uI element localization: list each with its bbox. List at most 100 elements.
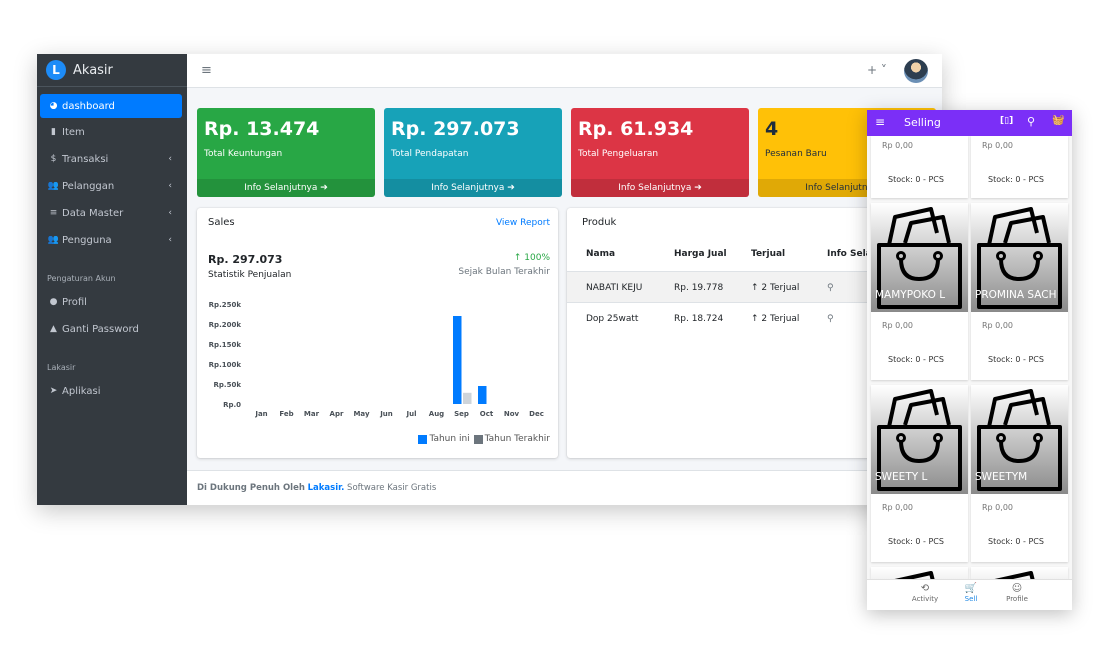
product-stock: Stock: 0 - PCS <box>888 175 944 184</box>
nav-label: Activity <box>911 595 939 603</box>
brand-logo: L <box>46 60 66 80</box>
product-price: Rp 0,00 <box>882 503 913 512</box>
sales-title: Sales <box>208 217 235 228</box>
footer-brand-link[interactable]: Lakasir. <box>307 483 345 493</box>
sidebar-item-label: Profil <box>62 296 87 308</box>
sidebar-item-ganti-password[interactable]: ▲ Ganti Password <box>40 317 182 341</box>
table-header: Nama Harga Jual Terjual Info Selan <box>567 236 942 271</box>
barcode-icon[interactable]: [▯] <box>1000 116 1014 126</box>
search-icon[interactable]: ⚲ <box>827 282 834 293</box>
mobile-bottom-nav: ⟲ Activity 🛒 Sell ☺ Profile <box>867 579 1072 610</box>
stat-value: 4 <box>765 118 779 140</box>
search-icon[interactable]: ⚲ <box>827 313 834 324</box>
stat-label: Total Keuntungan <box>204 149 283 159</box>
product-card[interactable]: PROMINA SACH Rp 0,00 Stock: 0 - PCS <box>971 203 1068 380</box>
sales-growth: ↑ 100% <box>513 253 550 263</box>
hamburger-icon[interactable]: ≡ <box>201 63 212 78</box>
stat-value: Rp. 13.474 <box>204 118 320 140</box>
footer-prefix: Di Dukung Penuh Oleh <box>197 483 305 493</box>
sidebar-item-pengguna[interactable]: 👥 Pengguna ‹ <box>40 228 182 252</box>
product-stock: Stock: 0 - PCS <box>988 355 1044 364</box>
product-card[interactable]: Rp 0,00 Stock: 0 - PCS <box>871 136 968 198</box>
stat-label: Total Pengeluaran <box>578 149 659 159</box>
sidebar-header-account: Pengaturan Akun <box>47 274 116 283</box>
sidebar-item-label: Aplikasi <box>62 385 101 397</box>
legend-swatch-tahun-terakhir <box>473 434 483 444</box>
nav-label: Profile <box>1006 595 1028 603</box>
product-card[interactable]: SWEETYM Rp 0,00 Stock: 0 - PCS <box>971 385 1068 562</box>
view-report-link[interactable]: View Report <box>495 218 550 228</box>
x-tick-label: Apr <box>330 410 344 418</box>
menu-icon[interactable]: ≡ <box>875 115 886 129</box>
column-header: Info Selan <box>827 248 879 259</box>
bar-tahun-ini-sep <box>453 316 462 404</box>
sales-panel: Sales View Report Rp. 297.073 Statistik … <box>197 208 558 458</box>
legend-swatch-tahun-ini <box>418 434 428 444</box>
nav-activity[interactable]: ⟲ Activity <box>900 583 950 603</box>
legend-tahun-ini: Tahun ini <box>429 434 470 444</box>
nav-profile[interactable]: ☺ Profile <box>992 583 1042 603</box>
chevron-left-icon: ‹ <box>168 208 172 218</box>
more-info-link[interactable]: Info Selanjutnya ➔ <box>197 179 375 197</box>
dashboard-icon: ◕ <box>49 101 58 111</box>
chevron-left-icon: ‹ <box>168 235 172 245</box>
stat-label: Total Pendapatan <box>391 149 469 159</box>
sidebar-item-profil[interactable]: ● Profil <box>40 290 182 314</box>
sidebar-item-pelanggan[interactable]: 👥 Pelanggan ‹ <box>40 174 182 198</box>
product-card[interactable]: MAMYPOKO L Rp 0,00 Stock: 0 - PCS <box>871 203 968 380</box>
chart-legend: Tahun ini Tahun Terakhir <box>418 434 550 444</box>
product-name: PROMINA SACH <box>975 289 1057 301</box>
stat-value: Rp. 297.073 <box>391 118 520 140</box>
desktop-window: L Akasir ◕ dashboard ▮ Item $ Transaksi … <box>37 54 942 505</box>
x-tick-label: May <box>353 410 369 418</box>
sidebar-item-label: Ganti Password <box>62 323 139 335</box>
product-image: PROMINA SACH <box>971 203 1068 312</box>
product-card[interactable]: Rp 0,00 Stock: 0 - PCS <box>971 136 1068 198</box>
product-price: Rp. 19.778 <box>674 282 724 293</box>
table-row[interactable]: Dop 25watt Rp. 18.724 ↑ 2 Terjual ⚲ <box>567 302 942 333</box>
bar-tahun-terakhir-sep <box>463 392 472 404</box>
produk-title: Produk <box>582 217 617 228</box>
sidebar-item-label: Item <box>62 126 85 138</box>
page-footer: Di Dukung Penuh Oleh Lakasir. Software K… <box>187 470 942 505</box>
dollar-icon: $ <box>50 154 57 164</box>
brand-name: Akasir <box>73 62 113 78</box>
plus-dropdown-icon[interactable]: + ˅ <box>867 63 887 77</box>
sidebar-item-transaksi[interactable]: $ Transaksi ‹ <box>40 147 182 171</box>
product-image: SWEETY L <box>871 385 968 494</box>
product-price: Rp 0,00 <box>982 503 1013 512</box>
sidebar-item-item[interactable]: ▮ Item <box>40 120 182 144</box>
y-tick-label: Rp.250k <box>209 301 242 309</box>
send-icon: ➤ <box>49 386 58 396</box>
sales-since: Sejak Bulan Terakhir <box>458 267 550 277</box>
mobile-app-bar: ≡ Selling [▯] ⚲ 🧺 <box>867 110 1072 136</box>
sidebar: L Akasir ◕ dashboard ▮ Item $ Transaksi … <box>37 54 187 505</box>
footer-suffix: Software Kasir Gratis <box>347 483 437 493</box>
product-price: Rp 0,00 <box>882 141 913 150</box>
stat-card-pendapatan: Rp. 297.073 Total Pendapatan Info Selanj… <box>384 108 562 197</box>
sidebar-item-dashboard[interactable]: ◕ dashboard <box>40 94 182 118</box>
search-icon[interactable]: ⚲ <box>1027 115 1036 128</box>
top-navbar: ≡ + ˅ <box>187 54 942 88</box>
nav-sell[interactable]: 🛒 Sell <box>946 583 996 603</box>
sales-chart-svg: Rp.250k Rp.200k Rp.150k Rp.100k Rp.50k Rp.0 Ja… <box>209 301 544 418</box>
legend-tahun-terakhir: Tahun Terakhir <box>484 434 550 444</box>
product-name: Dop 25watt <box>586 313 639 324</box>
sidebar-item-data-master[interactable]: ≡ Data Master ‹ <box>40 201 182 225</box>
product-price: Rp 0,00 <box>982 141 1013 150</box>
sidebar-item-label: Pelanggan <box>62 180 115 192</box>
more-info-link[interactable]: Info Selanjutnya ➔ <box>571 179 749 197</box>
nav-label: Sell <box>964 595 978 603</box>
avatar[interactable] <box>904 59 928 83</box>
sales-subtitle: Statistik Penjualan <box>208 270 292 280</box>
product-card[interactable]: SWEETY L Rp 0,00 Stock: 0 - PCS <box>871 385 968 562</box>
x-tick-label: Jul <box>406 410 417 418</box>
mobile-app: ≡ Selling [▯] ⚲ 🧺 Rp 0,00 Stock: 0 - PCS… <box>867 110 1072 610</box>
more-info-link[interactable]: Info Selanjutnya ➔ <box>384 179 562 197</box>
sidebar-item-label: Transaksi <box>62 153 109 165</box>
basket-icon[interactable]: 🧺 <box>1052 115 1065 126</box>
sidebar-item-aplikasi[interactable]: ➤ Aplikasi <box>40 379 182 403</box>
brand[interactable]: L Akasir <box>37 54 187 87</box>
product-name: SWEETYM <box>975 471 1028 483</box>
stat-card-pengeluaran: Rp. 61.934 Total Pengeluaran Info Selanj… <box>571 108 749 197</box>
